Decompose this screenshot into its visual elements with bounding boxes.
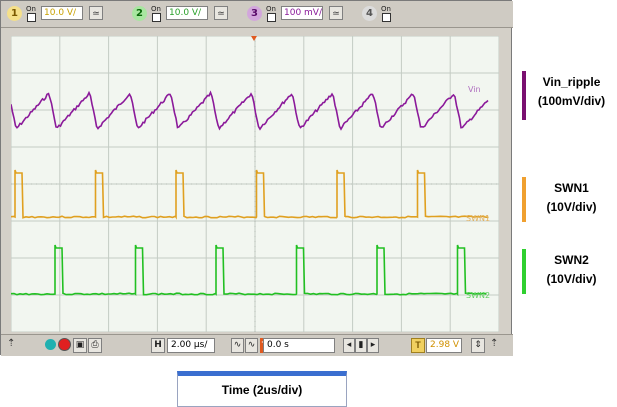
swn2-trace [11,244,487,297]
channel-1-control: 1 On 10.0 V/ ≃ [7,5,107,23]
channel-4-badge[interactable]: 4 [362,6,377,21]
step-left-icon[interactable]: ◂ [343,338,355,353]
checkbox-icon [151,13,161,22]
zoom-in-icon[interactable]: ∿ [245,338,258,353]
time-scale-caption: Time (2us/div) [177,371,347,407]
channel-1-scale[interactable]: 10.0 V/ [41,6,83,20]
channel-3-on-label: On [266,5,276,13]
checkbox-icon [26,13,36,22]
status-bar: ⇡ ▣ ⎙ H 2.00 µs/ ∿ ∿ T 0.0 s ◂ ▮ ▸ T 2.9… [1,334,513,356]
coupling-button[interactable]: ≃ [329,6,343,20]
legend-swn2: SWN2 (10V/div) [522,249,617,294]
legend-swn2-line2: (10V/div) [546,272,597,286]
channel-2-on-toggle[interactable]: On [150,5,162,22]
channel-2-on-label: On [151,5,161,13]
record-stop-icon[interactable] [59,339,70,350]
trace-label-vin: Vin [468,85,481,94]
waveform-traces [11,90,489,297]
trigger-level-field[interactable]: 2.98 V [426,338,462,353]
time-offset-field[interactable]: 0.0 s [263,338,335,353]
trace-label-swn1: SWN1 [466,214,490,223]
scroll-left-icon[interactable]: ⇡ [7,338,16,349]
channel-toolbar: 1 On 10.0 V/ ≃ 2 On 10.0 V/ ≃ 3 On 100 m… [1,1,513,28]
legend-vin-ripple-line2: (100mV/div) [537,94,606,108]
trace-labels: Vin SWN1 SWN2 [466,85,490,300]
trace-label-swn2: SWN2 [466,291,490,300]
center-icon[interactable]: ▮ [355,338,367,353]
graticule-grid [11,36,499,332]
checkbox-icon [381,13,391,22]
swn1-trace [11,169,489,220]
channel-3-on-toggle[interactable]: On [265,5,277,22]
channel-4-on-toggle[interactable]: On [380,5,392,22]
vin-ripple-trace [11,90,489,131]
checkbox-icon [266,13,276,22]
legend-vin-ripple: Vin_ripple (100mV/div) [522,71,617,120]
trigger-position-marker[interactable] [251,36,257,41]
channel-2-badge[interactable]: 2 [132,6,147,21]
waveform-display[interactable]: Vin SWN1 SWN2 [11,36,499,332]
trigger-level-icon[interactable]: T [411,338,425,353]
save-icon[interactable]: ▣ [73,338,87,353]
channel-3-badge[interactable]: 3 [247,6,262,21]
scroll-right-icon[interactable]: ⇡ [490,338,499,349]
channel-3-scale[interactable]: 100 mV/ [281,6,323,20]
channel-4-on-label: On [381,5,391,13]
legend-swn1-line2: (10V/div) [546,200,597,214]
coupling-button[interactable]: ≃ [214,6,228,20]
channel-1-on-label: On [26,5,36,13]
print-icon[interactable]: ⎙ [88,338,102,353]
trigger-spin-icon[interactable]: ⇕ [471,338,485,353]
channel-1-badge[interactable]: 1 [7,6,22,21]
coupling-button[interactable]: ≃ [89,6,103,20]
legend-swn1-line1: SWN1 [554,181,589,195]
channel-2-control: 2 On 10.0 V/ ≃ [132,5,232,23]
channel-2-scale[interactable]: 10.0 V/ [166,6,208,20]
time-per-div-field[interactable]: 2.00 µs/ [167,338,215,353]
channel-1-on-toggle[interactable]: On [25,5,37,22]
legend-swn2-line1: SWN2 [554,253,589,267]
run-icon[interactable] [45,339,56,350]
channel-3-control: 3 On 100 mV/ ≃ [247,5,347,23]
legend-swn1: SWN1 (10V/div) [522,177,617,222]
zoom-out-icon[interactable]: ∿ [231,338,244,353]
channel-4-control: 4 On [362,5,402,23]
oscilloscope-window: 1 On 10.0 V/ ≃ 2 On 10.0 V/ ≃ 3 On 100 m… [0,0,513,356]
horizontal-label: H [151,338,165,353]
legend-vin-ripple-line1: Vin_ripple [542,75,601,89]
step-right-icon[interactable]: ▸ [367,338,379,353]
